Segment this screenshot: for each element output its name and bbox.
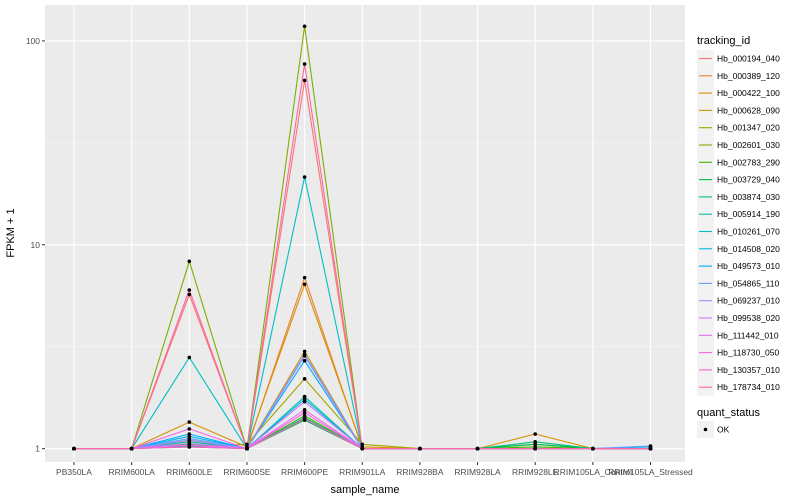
data-point [360, 442, 365, 447]
x-axis: PB350LA RRIM600LA RRIM600LE RRIM600SE RRIM60… [56, 462, 693, 477]
legend-title: tracking_id [697, 35, 750, 47]
data-point [533, 440, 537, 444]
legend-items: Hb_000194_040 Hb_000389_120 Hb_000422_100 H… [697, 50, 780, 396]
x-tick-label: RRIM105LA_Stressed [608, 467, 693, 477]
legend-label: Hb_001347_020 [717, 123, 780, 133]
data-point [302, 24, 307, 29]
y-tick-label: 100 [26, 36, 40, 46]
x-tick-label: PB350LA [56, 467, 92, 477]
legend-label: Hb_178734_010 [717, 382, 780, 392]
data-point [418, 446, 422, 451]
data-point [302, 399, 307, 404]
legend-label: Hb_010261_070 [717, 227, 780, 237]
y-tick-label: 10 [31, 240, 41, 250]
data-point [187, 355, 192, 360]
data-point [302, 410, 307, 415]
x-tick-label: RRIM600SE [223, 467, 271, 477]
data-point [648, 446, 653, 451]
legend-label: Hb_002783_290 [717, 157, 780, 167]
x-tick-label: RRIM928LE [512, 467, 559, 477]
shape-legend-label: OK [717, 425, 730, 435]
legend-label: Hb_005914_190 [717, 209, 780, 219]
data-point [302, 275, 307, 280]
data-point [302, 62, 307, 66]
legend-label: Hb_003729_040 [717, 175, 780, 185]
data-point [187, 259, 192, 264]
data-point [302, 282, 307, 287]
legend-label: Hb_111442_010 [717, 330, 779, 340]
data-point [302, 397, 307, 401]
y-axis-title: FPKM + 1 [5, 208, 17, 257]
x-tick-label: RRIM901LA [339, 467, 386, 477]
panel-background [45, 5, 685, 462]
data-point [187, 292, 192, 297]
x-tick-label: RRIM105LA_Control [554, 467, 633, 477]
data-point [72, 446, 76, 451]
data-point [533, 442, 537, 447]
legend-label: Hb_069237_010 [717, 296, 780, 306]
legend-label: Hb_014508_020 [717, 244, 780, 254]
data-point [302, 78, 307, 83]
data-point [302, 349, 307, 354]
legend-label: Hb_049573_010 [717, 261, 780, 271]
data-point [187, 420, 192, 424]
data-points [72, 24, 653, 451]
data-point [302, 408, 307, 412]
x-tick-label: RRIM600LE [166, 467, 213, 477]
x-tick-label: RRIM600PE [281, 467, 329, 477]
data-point [302, 417, 307, 421]
data-point [475, 446, 480, 451]
data-point [302, 358, 307, 363]
data-point [533, 432, 537, 436]
data-point [245, 442, 249, 447]
data-point [302, 352, 307, 357]
color-legend: tracking_id Hb_000194_040Hb_000389_120Hb… [697, 35, 780, 396]
legend-label: Hb_000389_120 [717, 71, 780, 81]
x-tick-label: RRIM928BA [396, 467, 444, 477]
x-axis-title: sample_name [330, 484, 399, 496]
legend-label: Hb_003874_030 [717, 192, 780, 202]
data-point [302, 175, 307, 179]
data-point [648, 444, 653, 448]
x-tick-label: RRIM600LA [108, 467, 155, 477]
data-point [187, 427, 192, 431]
data-point [302, 377, 307, 381]
data-point [129, 446, 134, 451]
data-point [187, 438, 192, 443]
shape-legend-point [703, 427, 708, 432]
data-point [302, 394, 307, 399]
data-point [187, 432, 192, 436]
legend-label: Hb_000628_090 [717, 105, 780, 115]
data-point [591, 446, 595, 451]
data-point [360, 446, 365, 451]
shape-legend-title: quant_status [697, 407, 760, 419]
data-point [187, 288, 192, 292]
legend-label: Hb_002601_030 [717, 140, 780, 150]
y-tick-label: 1 [35, 444, 40, 454]
data-point [187, 445, 192, 449]
shape-legend: quant_status OK [697, 407, 760, 438]
legend-label: Hb_099538_020 [717, 313, 780, 323]
data-point [533, 446, 537, 451]
grid-layer [45, 5, 685, 462]
data-point [245, 446, 249, 451]
legend-label: Hb_054865_110 [717, 278, 780, 288]
legend-label: Hb_000194_040 [717, 54, 780, 64]
legend-label: Hb_130357_010 [717, 365, 780, 375]
y-axis: 1 10 100 [26, 36, 45, 454]
legend-label: Hb_000422_100 [717, 88, 780, 98]
x-tick-label: RRIM928LA [454, 467, 501, 477]
legend-label: Hb_118730_050 [717, 348, 780, 358]
